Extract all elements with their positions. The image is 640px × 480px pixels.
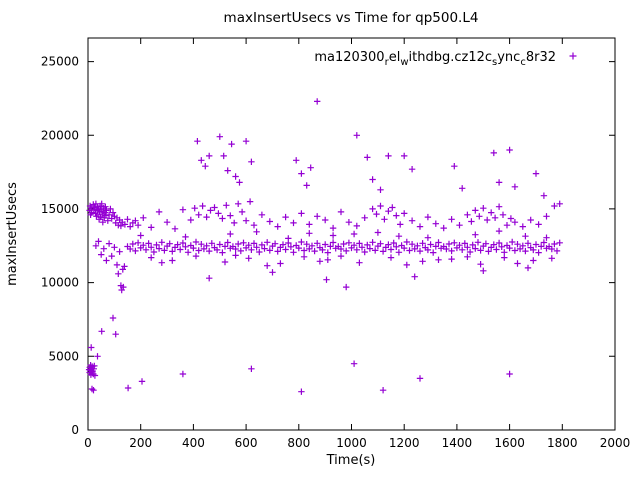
y-tick-label: 10000 — [41, 276, 79, 290]
x-tick-label: 1400 — [442, 436, 473, 450]
x-tick-label: 1000 — [336, 436, 367, 450]
y-tick-label: 15000 — [41, 202, 79, 216]
x-tick-label: 1600 — [494, 436, 525, 450]
y-tick-label: 5000 — [48, 349, 79, 363]
tick-labels: 0 200 400 600 800 1000 1200 1400 1600 1800 2000050… — [41, 55, 630, 450]
x-tick-label: 400 — [182, 436, 205, 450]
y-tick-label: 20000 — [41, 128, 79, 142]
x-tick-label: 0 — [84, 436, 92, 450]
chart-title: maxInsertUsecs vs Time for qp500.L4 — [224, 10, 479, 26]
x-axis-label: Time(s) — [326, 453, 376, 468]
x-tick-label: 800 — [287, 436, 310, 450]
y-axis-label: maxInsertUsecs — [5, 182, 20, 286]
legend-marker-icon — [569, 52, 577, 60]
y-tick-label: 0 — [71, 423, 79, 437]
y-tick-label: 25000 — [41, 55, 79, 69]
x-tick-label: 200 — [129, 436, 152, 450]
legend-label: ma120300relwithdbg.cz12csyncc8r32 — [314, 50, 556, 68]
data-points-series — [85, 98, 563, 395]
x-tick-label: 600 — [235, 436, 258, 450]
x-tick-label: 2000 — [600, 436, 631, 450]
x-tick-label: 1800 — [547, 436, 578, 450]
legend-entry: ma120300relwithdbg.cz12csyncc8r32 — [314, 50, 577, 68]
data-points — [85, 98, 563, 395]
tick-marks — [87, 38, 616, 431]
x-tick-label: 1200 — [389, 436, 420, 450]
